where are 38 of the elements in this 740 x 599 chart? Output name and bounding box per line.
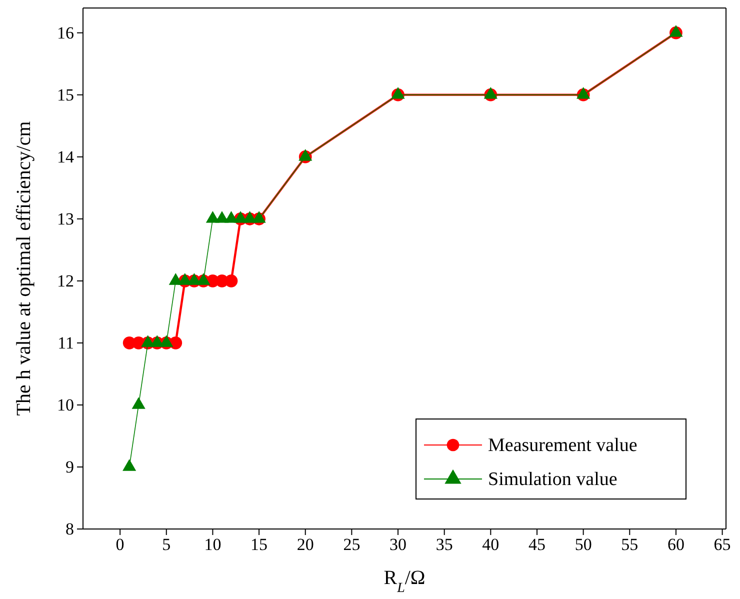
x-tick-label: 50 — [574, 535, 592, 554]
point — [391, 86, 405, 99]
y-tick-label: 9 — [66, 457, 74, 476]
x-tick-label: 15 — [250, 535, 268, 554]
x-tick-label: 5 — [162, 535, 171, 554]
y-tick-label: 13 — [57, 209, 74, 228]
y-tick-label: 12 — [57, 271, 74, 290]
point — [242, 211, 257, 223]
x-tick-label: 0 — [116, 535, 124, 554]
x-tick-label: 20 — [296, 535, 314, 554]
y-axis-title: The h value at optimal efficiency/cm — [13, 120, 35, 416]
x-tick-label: 60 — [667, 535, 684, 554]
point — [160, 335, 174, 347]
legend-label: Simulation value — [488, 469, 618, 490]
y-tick-label: 14 — [57, 147, 74, 166]
point — [484, 86, 498, 99]
point — [576, 86, 590, 99]
legend-label: Measurement value — [488, 435, 638, 456]
x-tick-label: 30 — [390, 535, 407, 554]
y-tick-label: 15 — [57, 85, 74, 104]
point — [669, 24, 683, 37]
point — [298, 149, 312, 161]
point — [252, 211, 266, 223]
point — [224, 274, 238, 288]
point — [169, 336, 182, 350]
x-tick-label: 35 — [436, 535, 453, 554]
y-tick-label: 8 — [66, 519, 74, 538]
x-tick-label: 65 — [714, 535, 731, 554]
y-tick-label: 11 — [58, 333, 74, 352]
x-tick-label: 55 — [621, 535, 638, 554]
x-tick-label: 45 — [528, 535, 546, 554]
y-tick-label: 16 — [57, 23, 74, 42]
x-axis-title: R$_{L}$/Ω — [384, 567, 426, 596]
x-tick-label: 25 — [343, 535, 360, 554]
point — [196, 273, 210, 285]
x-tick-label: 40 — [482, 535, 500, 554]
x-tick-label: 10 — [204, 535, 222, 554]
y-tick-label: 10 — [57, 395, 74, 414]
